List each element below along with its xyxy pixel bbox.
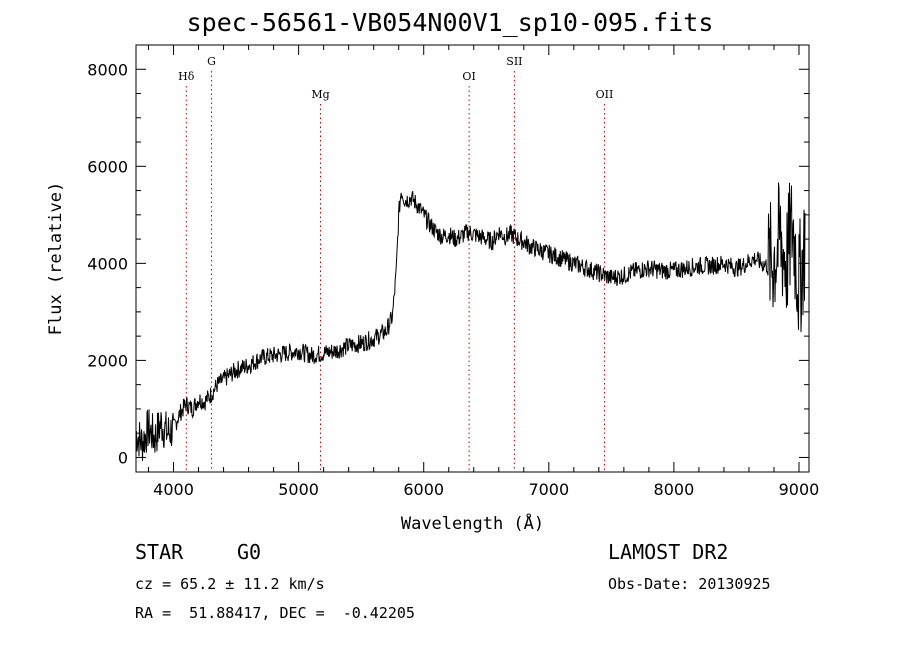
y-axis-label: Flux (relative) — [46, 182, 66, 336]
x-tick-label: 9000 — [779, 480, 820, 499]
subclass-label: G0 — [237, 540, 262, 564]
chart-title: spec-56561-VB054N00V1_sp10-095.fits — [186, 8, 714, 37]
x-tick-label: 6000 — [403, 480, 444, 499]
spectral-line-label: OI — [462, 70, 475, 83]
redshift-label: cz = 65.2 ± 11.2 km/s — [135, 575, 325, 593]
x-tick-label: 7000 — [528, 480, 569, 499]
coordinates-label: RA = 51.88417, DEC = -0.42205 — [135, 604, 415, 622]
spectral-line-label: OII — [596, 88, 614, 101]
obs-date-label: Obs-Date: 20130925 — [608, 575, 771, 593]
x-axis-label: Wavelength (Å) — [401, 512, 544, 534]
spectral-line-label: Mg — [311, 88, 329, 101]
object-class-label: STAR — [135, 540, 184, 564]
y-tick-label: 8000 — [87, 60, 128, 79]
y-tick-label: 4000 — [87, 254, 128, 273]
survey-label: LAMOST DR2 — [608, 540, 729, 564]
x-tick-label: 8000 — [654, 480, 695, 499]
spectral-line-label: Hδ — [178, 70, 195, 83]
x-tick-label: 5000 — [278, 480, 319, 499]
x-tick-label: 4000 — [153, 480, 194, 499]
y-tick-label: 0 — [118, 448, 128, 467]
spectrum-series-line — [135, 182, 806, 461]
plot-frame — [135, 44, 810, 473]
y-tick-label: 6000 — [87, 157, 128, 176]
y-tick-label: 2000 — [87, 351, 128, 370]
spectral-line-label: SII — [506, 55, 522, 68]
spectral-line-label: G — [207, 55, 216, 68]
